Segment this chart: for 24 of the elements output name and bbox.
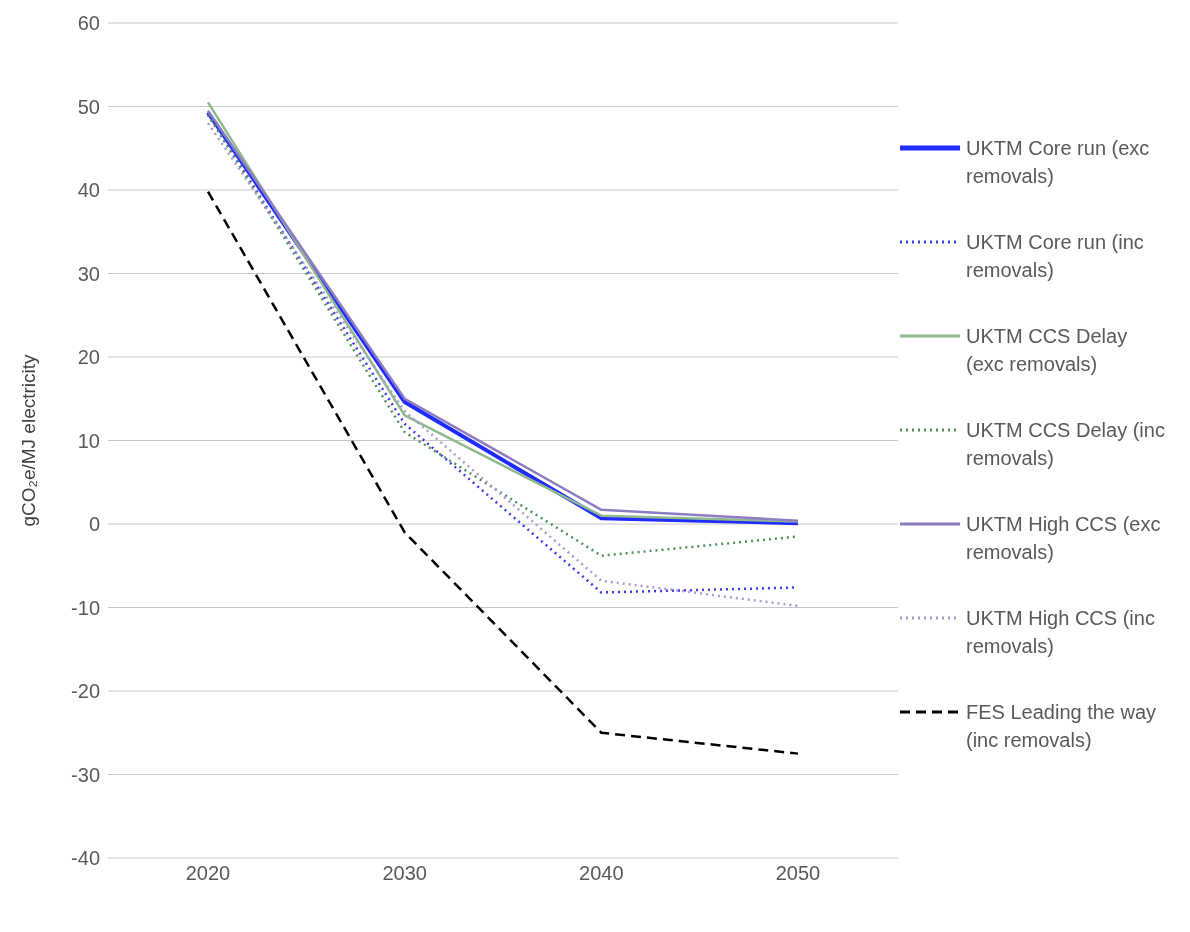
- legend-label: FES Leading the way (inc removals): [966, 700, 1158, 753]
- legend-label: UKTM CCS Delay (exc removals): [966, 324, 1129, 377]
- y-tick-label: -40: [71, 847, 100, 870]
- x-tick-label: 2020: [185, 862, 231, 885]
- legend-label: UKTM CCS Delay (inc removals): [966, 418, 1166, 471]
- y-tick-label: 10: [77, 429, 100, 452]
- y-tick-label: 0: [88, 513, 100, 536]
- y-tick-label: 30: [77, 262, 100, 285]
- legend-label: UKTM Core run (inc removals): [966, 230, 1145, 283]
- y-tick-label: 50: [77, 95, 100, 118]
- line-series: [206, 190, 800, 755]
- y-tick-label: -20: [71, 680, 100, 703]
- legend-label: UKTM Core run (exc removals): [966, 136, 1151, 189]
- y-tick-label: -30: [71, 763, 100, 786]
- x-tick-label: 2040: [579, 862, 624, 885]
- legend-label: UKTM High CCS (exc removals): [966, 512, 1162, 565]
- y-tick-label: -10: [71, 596, 100, 619]
- y-tick-label: 20: [77, 346, 100, 369]
- x-tick-label: 2030: [382, 862, 427, 885]
- legend-label: UKTM High CCS (inc removals): [966, 606, 1156, 659]
- y-axis-title: gCO₂e/MJ electricity: [17, 353, 39, 527]
- y-tick-label: 40: [77, 179, 100, 202]
- y-tick-label: 60: [77, 12, 100, 35]
- x-tick-label: 2050: [775, 862, 821, 885]
